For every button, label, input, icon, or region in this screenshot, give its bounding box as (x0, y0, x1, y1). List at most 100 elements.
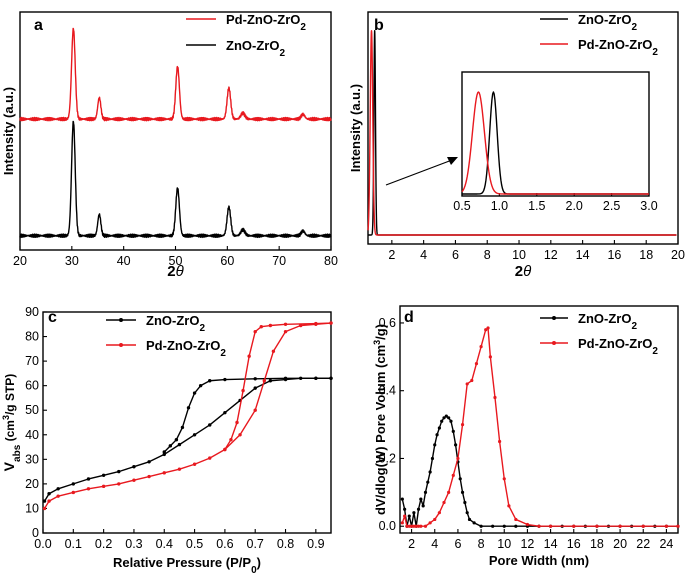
x-tick-label: 4 (420, 248, 427, 262)
legend-label: ZnO-ZrO2 (146, 313, 205, 334)
y-tick-label: 90 (25, 305, 39, 319)
data-point (403, 507, 407, 511)
data-point (329, 376, 333, 380)
x-tick-label: 24 (659, 537, 673, 551)
x-tick-label: 0.5 (186, 537, 203, 551)
data-point (147, 474, 151, 479)
data-point (162, 450, 166, 454)
data-point (86, 477, 91, 481)
data-point (488, 355, 492, 359)
data-point (400, 521, 404, 525)
data-point (423, 490, 428, 494)
data-point (229, 437, 233, 442)
data-point (407, 514, 411, 518)
data-point (514, 524, 518, 528)
data-point (458, 477, 462, 481)
x-tick-label: 0.4 (156, 537, 173, 551)
data-point (433, 443, 437, 447)
data-point (56, 494, 60, 498)
data-point (208, 379, 212, 383)
series-line-pd-zno-zro2 (401, 327, 678, 527)
x-tick-label: 70 (272, 254, 286, 268)
plot-frame (367, 11, 679, 245)
data-point (56, 487, 60, 491)
data-point (421, 504, 425, 508)
legend-label: Pd-ZnO-ZrO2 (226, 12, 306, 33)
data-point (460, 422, 465, 427)
data-point (437, 511, 441, 515)
arrow-head-icon (447, 157, 458, 165)
data-point (101, 473, 106, 477)
data-point (186, 406, 191, 410)
x-tick-label: 0.1 (65, 537, 82, 551)
legend-marker (552, 316, 556, 320)
y-tick-label: 40 (25, 428, 39, 442)
data-point (192, 462, 197, 466)
data-point (430, 456, 435, 461)
data-point (419, 497, 423, 501)
panel-b: b 2 4 6 8 10 12 14 16 18 20 0.5 1.0 1.5 2.0 2.5 3.0 2θ Int… (348, 11, 685, 280)
data-point (676, 524, 680, 528)
legend-label: ZnO-ZrO2 (578, 12, 637, 33)
data-point (442, 416, 446, 420)
series-line-pd-zno-zro2 (367, 30, 677, 236)
x-tick-label: 0.9 (307, 537, 324, 551)
data-point (423, 524, 428, 528)
data-point (449, 419, 453, 423)
data-point (177, 442, 182, 447)
data-point (465, 511, 469, 515)
data-point (208, 456, 212, 460)
data-point (412, 511, 416, 515)
data-point (147, 460, 151, 464)
data-point (664, 524, 669, 528)
series-line-zno-zro2 (367, 30, 677, 236)
x-tick-label: 0.2 (95, 537, 112, 551)
data-point (162, 471, 166, 475)
legend: Pd-ZnO-ZrO2 ZnO-ZrO2 (186, 12, 306, 59)
legend-marker (119, 343, 123, 347)
data-point (238, 433, 242, 437)
data-point (479, 524, 483, 528)
data-point (641, 524, 645, 528)
data-point (223, 447, 227, 452)
data-point (491, 524, 495, 528)
data-point (470, 378, 474, 383)
data-point (407, 524, 411, 528)
inset-series-line (461, 91, 649, 195)
data-point (42, 506, 47, 511)
data-point (86, 487, 91, 491)
x-tick-label: 0.3 (125, 537, 142, 551)
inset: 0.5 1.0 1.5 2.0 2.5 3.0 (453, 71, 658, 213)
data-point (412, 524, 416, 528)
x-tick-label: 60 (220, 254, 234, 268)
inset-x-tick-label: 2.0 (566, 199, 583, 213)
data-point (235, 420, 239, 425)
data-point (192, 391, 197, 395)
y-axis-label: Vabs (cm3/g STP) (1, 374, 23, 472)
x-tick-label: 4 (431, 537, 438, 551)
x-tick-label: 8 (478, 537, 485, 551)
y-tick-label: 20 (25, 477, 39, 491)
series-line-zno-zro2 (19, 120, 332, 239)
legend: ZnO-ZrO2 Pd-ZnO-ZrO2 (106, 313, 226, 359)
x-tick-label: 14 (544, 537, 558, 551)
y-tick-label: 30 (25, 452, 39, 466)
data-point (502, 477, 506, 481)
y-tick-label: 50 (25, 403, 39, 417)
data-point (442, 500, 446, 505)
x-tick-label: 30 (65, 254, 79, 268)
data-point (479, 345, 483, 349)
x-tick-label: 8 (484, 248, 491, 262)
x-tick-label: 50 (169, 254, 183, 268)
y-axis-label: Intensity (a.u.) (348, 84, 363, 172)
data-point (253, 329, 257, 334)
x-tick-label: 22 (636, 537, 650, 551)
data-point (465, 382, 469, 386)
legend-label: Pd-ZnO-ZrO2 (146, 338, 226, 359)
data-point (435, 433, 439, 437)
legend-label: Pd-ZnO-ZrO2 (578, 336, 658, 357)
series-line-pd-zno-zro2-desorption (224, 322, 332, 450)
x-tick-label: 18 (639, 248, 653, 262)
inset-x-tick-label: 1.0 (491, 199, 508, 213)
y-tick-label: 0.0 (379, 519, 396, 533)
